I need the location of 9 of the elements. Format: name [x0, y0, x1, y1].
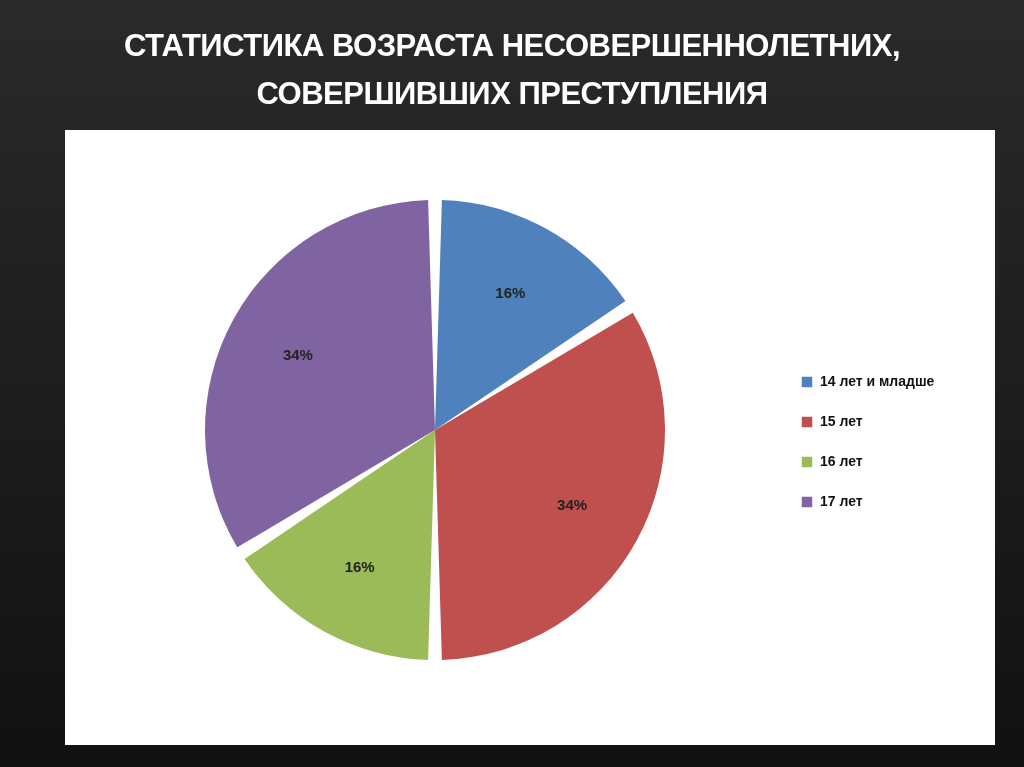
- data-label: 34%: [557, 496, 588, 514]
- data-label: 34%: [282, 345, 313, 363]
- legend-label: 17 лет: [820, 493, 863, 509]
- legend-label: 14 лет и младше: [820, 373, 935, 389]
- chart-title: СТАТИСТИКА ВОЗРАСТА НЕСОВЕРШЕННОЛЕТНИХ, СОВЕРШИВШИХ ПРЕСТУПЛЕНИЯ: [123, 27, 901, 113]
- data-label: 16%: [344, 558, 375, 576]
- data-label: 16%: [495, 283, 526, 301]
- legend-label: 16 лет: [820, 453, 863, 469]
- legend-label: 15 лет: [820, 413, 863, 429]
